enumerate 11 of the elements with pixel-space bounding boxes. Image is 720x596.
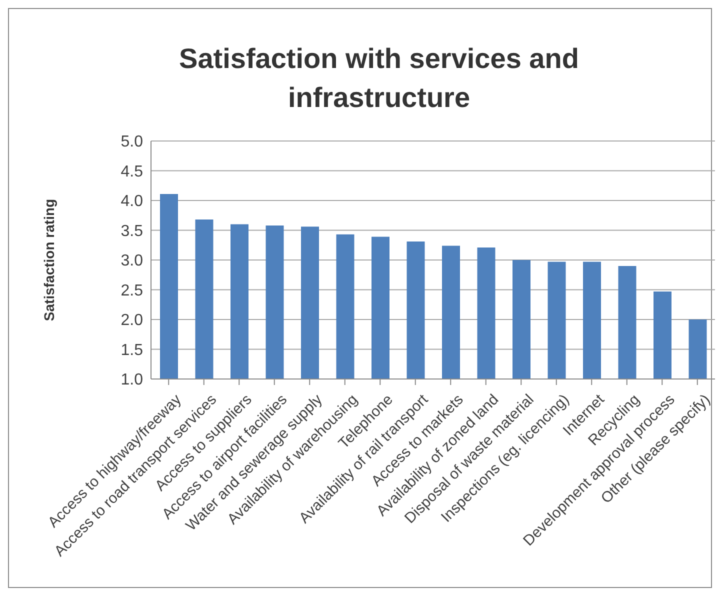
y-tick-label: 2.5 — [120, 282, 144, 300]
y-tick-label: 4.5 — [120, 163, 144, 180]
y-tick-label: 3.5 — [120, 222, 144, 240]
y-tick-label: 5.0 — [120, 134, 144, 151]
chart-title: Satisfaction with services and infrastructure — [178, 42, 580, 115]
y-tick-label: 1.0 — [120, 372, 144, 389]
y-tick-label: 1.5 — [120, 342, 144, 359]
y-tick-label: 3.0 — [120, 252, 144, 270]
y-tick-label: 2.0 — [120, 312, 144, 330]
y-axis-title: Satisfaction rating — [40, 198, 57, 322]
y-tick-label: 4.0 — [120, 193, 144, 210]
